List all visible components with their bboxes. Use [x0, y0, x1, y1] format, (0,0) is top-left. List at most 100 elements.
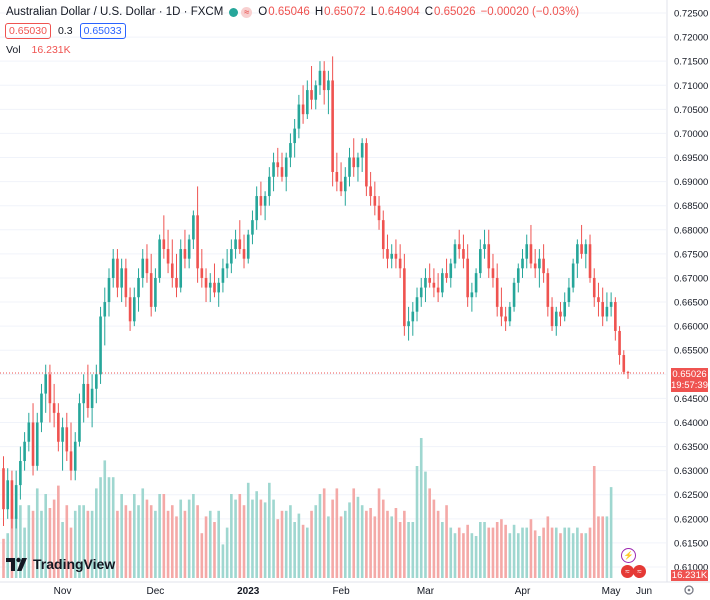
- volume-bar: [187, 499, 191, 578]
- volume-legend[interactable]: Vol 16.231K: [6, 44, 71, 56]
- volume-bar: [525, 527, 529, 578]
- volume-bar: [390, 516, 394, 578]
- volume-bar: [352, 488, 356, 578]
- volume-bar: [403, 510, 406, 578]
- candle-body: [563, 302, 567, 317]
- candle-body: [301, 104, 305, 115]
- price-tick-label: 0.70000: [674, 129, 708, 140]
- volume-bar: [483, 522, 486, 578]
- candle-body: [554, 311, 558, 327]
- candle-body: [82, 383, 85, 404]
- buy-price-button[interactable]: 0.65033: [79, 23, 126, 39]
- volume-bar: [609, 487, 613, 578]
- candle-body: [246, 234, 250, 259]
- volume-bar: [356, 496, 360, 578]
- price-tick-label: 0.68000: [674, 225, 708, 236]
- volume-bar: [246, 482, 250, 578]
- price-tick-label: 0.64500: [674, 394, 708, 405]
- price-tick-label: 0.67500: [674, 249, 708, 260]
- candle-body: [310, 90, 313, 100]
- high-label: H: [314, 6, 324, 18]
- candle-body: [479, 249, 482, 274]
- volume-bar: [297, 513, 301, 578]
- volume-bar: [335, 488, 339, 578]
- volume-bar: [428, 488, 431, 578]
- candle-body: [187, 239, 191, 259]
- volume-bar: [31, 510, 35, 578]
- candle-body: [103, 302, 107, 317]
- candle-body: [175, 277, 178, 288]
- volume-bar: [314, 505, 318, 578]
- volume-bar: [495, 522, 499, 578]
- candle-body: [251, 220, 254, 235]
- candle-body: [348, 157, 351, 177]
- volume-bar: [369, 508, 372, 578]
- volume-bar: [411, 522, 415, 578]
- bar-countdown: 19:57:39: [671, 380, 708, 391]
- volume-bar: [348, 502, 351, 578]
- volume-bar: [360, 505, 364, 578]
- volume-bar: [162, 494, 166, 578]
- candle-body: [546, 273, 550, 307]
- volume-bar: [82, 505, 85, 578]
- volume-bar: [339, 516, 343, 578]
- candle-body: [208, 282, 212, 288]
- volume-bar: [550, 527, 554, 578]
- volume-bar: [559, 533, 562, 578]
- flag-us-icon[interactable]: ≈: [633, 565, 646, 578]
- candle-body: [86, 383, 90, 409]
- candle-body: [217, 282, 221, 293]
- candle-body: [120, 268, 123, 288]
- candle-body: [268, 176, 271, 197]
- volume-bar: [436, 510, 440, 578]
- candle-body: [335, 171, 339, 182]
- candle-body: [521, 258, 524, 269]
- volume-bar: [441, 522, 444, 578]
- lightning-icon[interactable]: ⚡: [621, 548, 636, 563]
- sell-price-button[interactable]: 0.65030: [5, 23, 51, 39]
- candle-body: [360, 143, 364, 158]
- volume-bar: [521, 527, 524, 578]
- volume-bar: [394, 508, 398, 578]
- candle-body: [204, 277, 208, 288]
- volume-bar: [170, 505, 174, 578]
- time-tick-label: Apr: [515, 586, 531, 597]
- price-tick-label: 0.67000: [674, 273, 708, 284]
- volume-bar: [2, 538, 5, 578]
- volume-bar: [111, 477, 115, 578]
- symbol-title[interactable]: Australian Dollar / U.S. Dollar · 1D · F…: [6, 6, 224, 18]
- volume-bar: [592, 466, 596, 578]
- candle-body: [48, 374, 52, 404]
- candle-body: [386, 249, 389, 259]
- candle-body: [166, 249, 170, 264]
- candle-body: [609, 302, 613, 307]
- flag-au-icon[interactable]: ≈: [621, 565, 634, 578]
- price-tick-label: 0.66000: [674, 322, 708, 333]
- time-axis[interactable]: Nov Dec 2023 Feb Mar Apr May Jun: [54, 586, 652, 597]
- candle-body: [293, 128, 296, 144]
- volume-bar: [107, 477, 111, 578]
- candle-body: [432, 282, 436, 288]
- candle-body: [40, 393, 43, 423]
- change-value: −0.00020 (−0.03%): [480, 6, 580, 18]
- volume-bar: [221, 544, 225, 578]
- volume-bar: [204, 516, 208, 578]
- settings-gear-icon[interactable]: [684, 585, 694, 595]
- volume-bar: [512, 524, 516, 578]
- candle-body: [424, 277, 427, 288]
- price-axis[interactable]: 0.72500 0.72000 0.71500 0.71000 0.70500 0.700…: [674, 9, 708, 574]
- candle-body: [403, 268, 406, 327]
- approx-data-icon[interactable]: ≈: [241, 6, 253, 18]
- volume-bar: [280, 510, 284, 578]
- price-tick-label: 0.68500: [674, 201, 708, 212]
- volume-bar: [601, 516, 604, 578]
- tradingview-logo[interactable]: TradingView: [6, 556, 115, 572]
- volume-bar: [166, 510, 170, 578]
- time-tick-label: Mar: [417, 586, 435, 597]
- volume-bar: [48, 508, 52, 578]
- time-tick-label: Jun: [636, 586, 652, 597]
- candle-body: [145, 258, 149, 274]
- low-value: 0.64904: [378, 6, 420, 18]
- candle-body: [500, 306, 503, 317]
